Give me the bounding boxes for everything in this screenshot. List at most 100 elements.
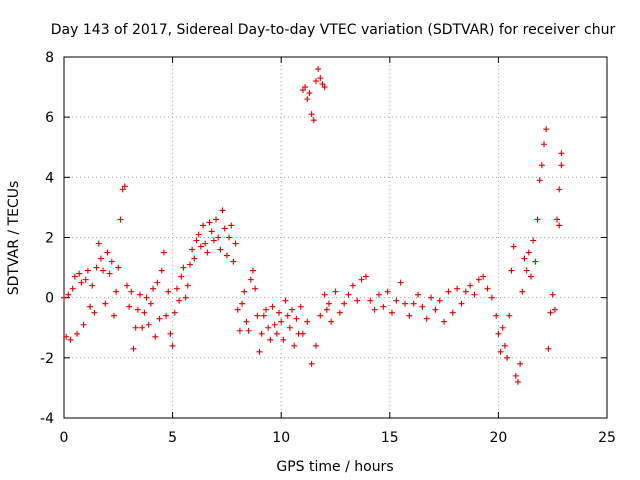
data-point <box>321 84 328 91</box>
data-point <box>241 288 248 295</box>
data-point <box>254 312 261 319</box>
data-point <box>432 306 439 313</box>
data-point <box>108 258 115 265</box>
data-point <box>517 360 524 367</box>
data-point <box>308 111 315 118</box>
data-point <box>321 291 328 298</box>
x-tick-label: 20 <box>489 430 507 446</box>
data-point <box>191 255 198 262</box>
gridlines <box>64 57 607 418</box>
data-point <box>304 96 311 103</box>
data-point <box>341 300 348 307</box>
data-point <box>558 162 565 169</box>
data-point <box>186 261 193 268</box>
data-point <box>117 216 124 223</box>
plot-frame <box>63 56 608 419</box>
data-point <box>282 297 289 304</box>
data-point <box>362 273 369 280</box>
data-point <box>178 273 185 280</box>
data-point <box>415 291 422 298</box>
data-point <box>256 348 263 355</box>
data-point <box>69 285 76 292</box>
y-tick-label: 0 <box>45 291 54 307</box>
x-tick-label: 15 <box>381 430 399 446</box>
data-point <box>317 75 324 82</box>
y-tick-label: -2 <box>40 351 54 367</box>
data-point <box>289 306 296 313</box>
data-point <box>530 237 537 244</box>
data-point <box>236 327 243 334</box>
data-point <box>332 288 339 295</box>
data-point <box>554 216 561 223</box>
data-point <box>61 294 67 301</box>
data-point <box>215 234 222 241</box>
data-point <box>315 66 322 73</box>
data-point <box>176 297 183 304</box>
data-point <box>541 141 548 148</box>
data-point <box>110 312 117 319</box>
data-point <box>504 354 511 361</box>
data-point <box>71 273 78 280</box>
data-point <box>87 303 94 310</box>
data-point <box>519 288 526 295</box>
data-point <box>499 324 506 331</box>
chart-title: Day 143 of 2017, Sidereal Day-to-day VTE… <box>51 22 616 38</box>
data-point <box>152 333 159 340</box>
data-point <box>119 186 126 193</box>
data-point <box>219 207 226 214</box>
data-point <box>402 300 409 307</box>
data-point <box>406 312 413 319</box>
data-point <box>410 300 417 307</box>
data-point <box>104 249 111 256</box>
data-point <box>475 276 482 283</box>
data-point <box>501 342 508 349</box>
data-point <box>299 87 306 94</box>
data-point <box>543 126 550 133</box>
data-point <box>380 303 387 310</box>
y-tick-label: 8 <box>45 50 54 66</box>
data-point <box>195 231 202 238</box>
data-point <box>189 246 196 253</box>
y-tick-label: 6 <box>45 110 54 126</box>
data-point <box>258 330 265 337</box>
data-point <box>95 240 102 247</box>
data-point <box>308 360 315 367</box>
data-point <box>100 267 107 274</box>
data-point <box>232 240 239 247</box>
y-tick-labels: -4 -2 0 2 4 6 8 <box>40 50 54 427</box>
data-point <box>132 324 139 331</box>
data-point <box>449 309 456 316</box>
x-tick-labels: 0 5 10 15 20 25 <box>60 430 616 446</box>
data-point <box>317 312 324 319</box>
data-point <box>538 162 545 169</box>
data-point <box>226 234 233 241</box>
data-point <box>397 279 404 286</box>
tick-marks <box>63 56 608 419</box>
data-point <box>204 249 211 256</box>
data-point <box>163 312 170 319</box>
data-point <box>184 282 191 289</box>
data-point <box>156 315 163 322</box>
data-point <box>384 288 391 295</box>
data-point <box>325 300 332 307</box>
y-tick-label: 4 <box>45 170 54 186</box>
data-point <box>193 237 200 244</box>
data-point <box>523 267 530 274</box>
data-point <box>65 291 72 298</box>
data-point <box>223 252 230 259</box>
data-point <box>521 255 528 262</box>
data-point <box>454 285 461 292</box>
data-point <box>143 294 150 301</box>
data-point <box>137 291 144 298</box>
y-tick-label: -4 <box>40 411 54 427</box>
data-point <box>441 318 448 325</box>
data-point <box>239 300 246 307</box>
data-point <box>208 228 215 235</box>
data-point <box>82 276 89 283</box>
data-point <box>197 243 204 250</box>
data-point <box>134 306 141 313</box>
data-point <box>74 330 81 337</box>
data-point <box>78 279 85 286</box>
data-point <box>319 81 326 88</box>
data-point <box>284 312 291 319</box>
